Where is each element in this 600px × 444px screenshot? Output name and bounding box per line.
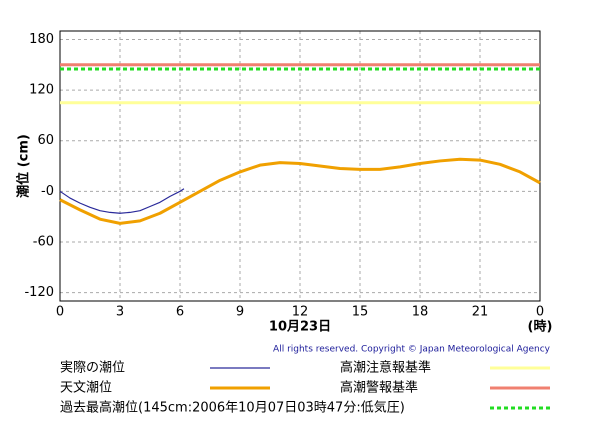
y-axis-label: 潮位 (cm) (16, 134, 32, 198)
series-line (59, 157, 541, 225)
x-tick-label: 0 (536, 305, 544, 320)
y-tick-label: 120 (29, 83, 54, 98)
x-axis-unit: (時) (528, 319, 553, 335)
x-tick-label: 0 (56, 305, 64, 320)
legend-label: 高潮警報基準 (340, 380, 418, 396)
legend-label: 実際の潮位 (60, 360, 125, 376)
credit: All rights reserved. Copyright © Japan M… (273, 345, 551, 355)
x-tick-label: 21 (472, 305, 489, 320)
x-tick-label: 18 (412, 305, 429, 320)
series-line (59, 188, 185, 214)
x-tick-label: 3 (116, 305, 124, 320)
y-tick-label: -120 (24, 285, 54, 300)
x-tick-label: 9 (236, 305, 244, 320)
y-tick-label: -60 (33, 234, 54, 249)
legend-label: 過去最高潮位(145cm:2006年10月07日03時47分:低気圧) (60, 400, 405, 416)
x-tick-label: 15 (352, 305, 369, 320)
legend-label: 天文潮位 (60, 381, 112, 396)
legend-label: 高潮注意報基準 (340, 360, 431, 376)
y-tick-label: 60 (37, 133, 54, 148)
x-axis-label: 10月23日 (269, 320, 331, 335)
x-tick-label: 6 (176, 305, 184, 320)
x-tick-label: 12 (292, 305, 309, 320)
y-tick-label: -0 (41, 184, 54, 199)
plot-frame (59, 30, 541, 302)
y-tick-label: 180 (29, 32, 54, 47)
